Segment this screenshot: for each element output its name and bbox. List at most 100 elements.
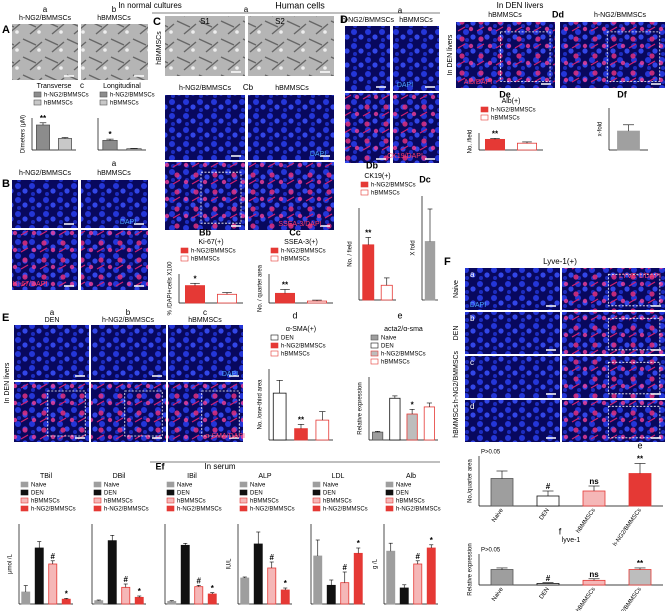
significance: * (193, 274, 197, 283)
stain-overlay (456, 22, 555, 88)
label: F (444, 256, 451, 268)
bar (240, 577, 250, 605)
bar (536, 583, 560, 586)
significance: * (430, 536, 434, 545)
legend-swatch (93, 505, 102, 512)
micrograph (393, 26, 439, 91)
bar (340, 582, 350, 605)
legend-swatch (180, 255, 189, 262)
bar (253, 543, 263, 605)
legend-label: h-NG2/BMMSCs (281, 249, 326, 255)
legend-label: h-NG2/BMMSCs (104, 507, 149, 513)
y-axis-label: No. / field (348, 241, 354, 266)
zoom-box (607, 273, 661, 307)
legend-swatch (93, 489, 102, 496)
x-tick-label: h-NG2/BMMSCs (612, 508, 643, 548)
zoom-box (500, 31, 551, 82)
micrograph (465, 400, 560, 442)
bar (490, 569, 514, 586)
legend-label: Naive (250, 483, 266, 489)
x-tick-label: Naive (491, 507, 505, 524)
label: hBMMSCs (453, 404, 460, 438)
legend-swatch (385, 505, 394, 512)
significance: * (65, 590, 69, 599)
label: hBMMSCs (97, 15, 131, 22)
significance: * (357, 539, 361, 548)
zoom-box (124, 390, 163, 437)
significance: ** (298, 415, 305, 424)
significance: # (343, 563, 348, 572)
label: Df (617, 89, 627, 99)
bar (315, 419, 330, 441)
legend-label: h-NG2/BMMSCs (31, 507, 76, 513)
micrograph (465, 312, 560, 354)
significance: ns (589, 477, 599, 486)
label: DAPI (120, 219, 136, 226)
y-axis-label: x-fold (598, 122, 604, 137)
bar (306, 300, 327, 304)
legend-swatch (239, 505, 248, 512)
label: DAPI (397, 82, 413, 89)
x-tick-label: hBMMSCs (576, 508, 597, 535)
zoom-box (607, 405, 661, 439)
bar (272, 392, 287, 441)
bar (207, 593, 217, 605)
note: P>0.05 (481, 548, 501, 554)
micrograph (248, 16, 334, 76)
bar (517, 142, 538, 151)
y-axis-label: No. /field (468, 130, 474, 154)
significance: # (197, 576, 202, 585)
chart-title: Alb (406, 473, 416, 480)
legend-label: hBMMSCs (110, 101, 139, 107)
bar (194, 586, 204, 605)
legend-label: Naive (31, 483, 47, 489)
bar (399, 587, 409, 605)
legend-swatch (239, 497, 248, 504)
legend-label: Naive (177, 483, 193, 489)
legend-swatch (360, 189, 369, 196)
legend-label: DEN (323, 491, 336, 497)
y-axis-label: No. /one-third area (258, 379, 264, 430)
bar (536, 495, 560, 507)
y-axis-label: No. / quarter area (258, 264, 264, 312)
note: P>0.05 (481, 450, 501, 456)
legend-swatch (166, 505, 175, 512)
label: f (559, 526, 562, 536)
label: hBMMSCs (488, 12, 522, 19)
label: In DEN livers (497, 1, 544, 10)
label: Naive (453, 280, 460, 298)
stain-overlay (393, 93, 439, 163)
label: E (2, 312, 9, 324)
label: Ef (156, 461, 166, 471)
bar (628, 569, 652, 586)
label: In DEN livers (447, 34, 454, 75)
legend-swatch (360, 181, 369, 188)
bar (102, 139, 118, 151)
label: α-SMA/DAPI (205, 433, 245, 440)
bar (294, 428, 308, 441)
significance: ** (637, 559, 644, 568)
legend-swatch (270, 350, 279, 357)
significance: ns (589, 570, 599, 579)
label: d (470, 402, 474, 411)
legend-swatch (480, 106, 489, 113)
significance: * (411, 400, 415, 409)
label: In serum (204, 462, 235, 471)
legend-label: h-NG2/BMMSCs (491, 108, 536, 114)
legend-label: Naive (381, 336, 397, 342)
micrograph (81, 180, 148, 228)
label: a (244, 5, 249, 14)
stain-overlay (562, 268, 665, 310)
bar (413, 563, 423, 605)
legend-swatch (20, 497, 29, 504)
bar (362, 244, 375, 301)
legend-swatch (385, 481, 394, 488)
bar (184, 285, 205, 304)
bar (21, 591, 31, 605)
label: B (2, 178, 10, 190)
label: h-NG2/BMMSCs (342, 17, 395, 24)
chart-title: α-SMA(+) (286, 326, 316, 333)
label: h-NG2/BMMSCs (594, 12, 647, 19)
stain-overlay (560, 22, 665, 88)
legend-label: hBMMSCs (381, 360, 410, 366)
